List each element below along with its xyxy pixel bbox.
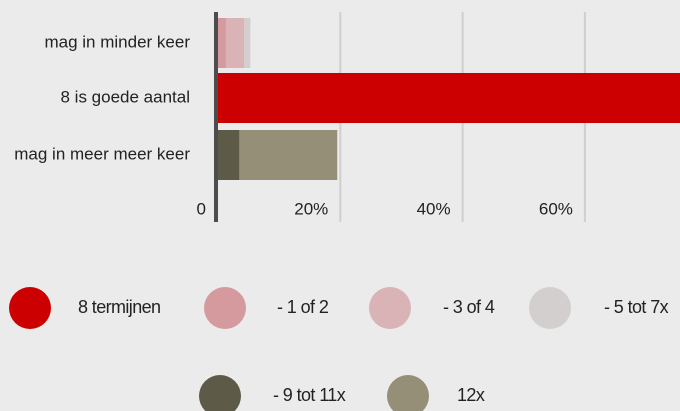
legend-label: - 9 tot 11x [273, 385, 346, 405]
legend-swatch [369, 287, 411, 329]
legend-swatch [387, 375, 429, 411]
legend-swatch [199, 375, 241, 411]
legend-swatch [9, 287, 51, 329]
legend-label: - 1 of 2 [277, 297, 329, 317]
bar-segment [244, 18, 251, 68]
legend-label: 8 termijnen [78, 297, 160, 317]
bar-segment [218, 18, 226, 68]
x-tick-label: 0 [197, 199, 206, 218]
legend-label: - 3 of 4 [443, 297, 495, 317]
bar-segment [239, 130, 338, 180]
x-tick-label: 60% [539, 199, 573, 218]
x-tick-label: 40% [417, 199, 451, 218]
legend-label: 12x [457, 385, 485, 405]
legend-label: - 5 tot 7x [604, 297, 669, 317]
legend-swatch [529, 287, 571, 329]
y-tick-label: mag in meer meer keer [14, 144, 190, 163]
x-tick-label: 20% [294, 199, 328, 218]
bar-segment [218, 130, 240, 180]
legend-swatch [204, 287, 246, 329]
y-tick-label: 8 is goede aantal [61, 87, 191, 106]
y-tick-label: mag in minder keer [44, 32, 190, 51]
bar-segment [218, 73, 680, 123]
bar-segment [225, 18, 245, 68]
